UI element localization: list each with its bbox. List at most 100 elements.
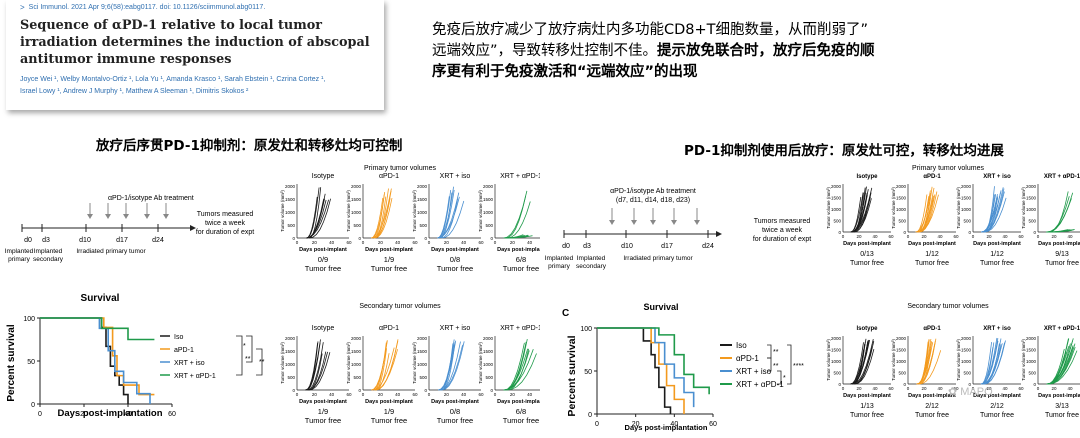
y-tick-label: 0 <box>358 236 361 241</box>
growth-curve <box>506 353 537 391</box>
svg-text:secondary: secondary <box>33 256 64 263</box>
summary-note: 免疫后放疗减少了放疗病灶内多功能CD8+T细胞数量，从而削弱了” 远端效应”，导… <box>432 20 1072 83</box>
growth-curve <box>918 338 937 385</box>
panel-xlabel: Days post-implant <box>497 399 540 405</box>
tumor-free-count: 0/8 <box>450 407 460 416</box>
x-tick-label: 0 <box>362 392 365 397</box>
y-tick-label: 1000 <box>483 210 494 215</box>
growth-curve <box>306 341 319 391</box>
y-tick-label: 2000 <box>831 336 842 341</box>
panel-xlabel: Days post-implant <box>843 393 891 399</box>
growth-curve <box>982 338 1002 385</box>
y-tick-label: 0 <box>424 388 427 393</box>
x-tick-label: 60 <box>412 392 418 397</box>
y-tick-label: 1000 <box>896 359 907 364</box>
y-tick-label: 1500 <box>961 196 972 201</box>
growth-curve <box>916 342 934 385</box>
growth-curve <box>441 198 459 239</box>
y-tick-label: 1500 <box>417 349 428 354</box>
svg-text:twice a week: twice a week <box>205 220 246 227</box>
paper-citation-card: > Sci Immunol. 2021 Apr 9;6(58):eabg0117… <box>6 0 384 110</box>
growth-curve <box>916 199 934 233</box>
x-tick-label: 60 <box>168 411 176 418</box>
y-tick-label: 0 <box>1033 382 1036 387</box>
panel-label: Isotype <box>312 325 335 332</box>
x-tick-label: 20 <box>80 411 88 418</box>
y-tick-label: 0 <box>838 382 841 387</box>
growth-curve <box>374 349 398 391</box>
panel-label: αPD-1 <box>379 325 399 332</box>
svg-text:**: ** <box>773 349 779 356</box>
panel-ylabel: Tumor volume (mm³) <box>478 190 483 232</box>
growth-curve <box>981 340 999 385</box>
authors-line-2[interactable]: Israel Lowy ¹, Andrew J Murphy ¹, Matthe… <box>20 88 249 95</box>
y-tick-label: 1500 <box>896 196 907 201</box>
day-label: d17 <box>116 237 128 244</box>
tumor-free-count: 1/9 <box>384 407 394 416</box>
x-tick-label: 0 <box>38 411 42 418</box>
y-tick-label: 500 <box>419 375 427 380</box>
x-tick-label: 20 <box>444 240 450 245</box>
svg-text:d3: d3 <box>583 243 591 250</box>
y-tick-label: 2000 <box>417 184 428 189</box>
x-tick-label: 60 <box>412 240 418 245</box>
svg-text:twice a week: twice a week <box>762 227 803 234</box>
x-tick-label: 0 <box>494 240 497 245</box>
panel-label: XRT + αPD-1 <box>1044 326 1080 332</box>
tumor-free-count: 0/8 <box>450 255 460 264</box>
svg-text:*: * <box>243 343 246 350</box>
x-tick-label: 40 <box>937 386 943 391</box>
y-tick-label: 0 <box>588 412 592 419</box>
authors-line-1[interactable]: Joyce Wei ¹, Welby Montalvo-Ortiz ¹, Lol… <box>20 76 326 83</box>
journal-line: > Sci Immunol. 2021 Apr 9;6(58):eabg0117… <box>20 3 374 12</box>
tumor-free-count: 0/13 <box>860 251 874 258</box>
right-tumor-volume-grids: Primary tumor volumes Isotype 0 500 1000 1500… <box>826 165 1080 419</box>
panel-label: XRT + iso <box>440 325 471 332</box>
panel-xlabel: Days post-implant <box>1038 393 1080 399</box>
x-tick-label: 40 <box>872 386 878 391</box>
svg-text:primary: primary <box>548 263 570 270</box>
x-tick-label: 0 <box>428 392 431 397</box>
y-tick-label: 0 <box>358 388 361 393</box>
y-tick-label: 1000 <box>285 210 296 215</box>
growth-curve <box>853 343 865 385</box>
day-label: d24 <box>152 237 164 244</box>
panel-ylabel: Tumor volume (mm³) <box>826 187 831 229</box>
growth-curve <box>374 198 393 239</box>
y-tick-label: 2000 <box>285 184 296 189</box>
x-tick-label: 0 <box>296 240 299 245</box>
panel-ylabel: Tumor volume (mm³) <box>826 339 831 381</box>
panel-xlabel: Days post-implant <box>299 399 347 405</box>
svg-text:(d7, d11, d14, d18, d23): (d7, d11, d14, d18, d23) <box>616 197 690 204</box>
svg-text:Implanted: Implanted <box>545 255 574 262</box>
y-tick-label: 1000 <box>1026 207 1037 212</box>
y-tick-label: 2000 <box>896 184 907 189</box>
growth-curve <box>305 342 318 391</box>
y-tick-label: 1500 <box>831 196 842 201</box>
x-tick-label: 20 <box>510 392 516 397</box>
y-tick-label: 0 <box>968 382 971 387</box>
tumor-free-count: 1/12 <box>925 251 939 258</box>
survival-series-4 <box>40 317 155 341</box>
tumor-free-label: Tumor free <box>503 416 539 425</box>
x-tick-label: 40 <box>872 234 878 239</box>
irradiated-label: Irradiated primary tumor <box>76 248 146 255</box>
growth-curve <box>853 198 872 233</box>
svg-text:**: ** <box>245 356 251 363</box>
x-tick-label: 20 <box>921 234 927 239</box>
legend-item: Iso <box>174 334 183 341</box>
y-tick-label: 2000 <box>285 336 296 341</box>
svg-text:XRT + iso: XRT + iso <box>736 367 772 376</box>
svg-text:Percent survival: Percent survival <box>566 335 578 416</box>
panel-ylabel: Tumor volume (mm³) <box>478 342 483 384</box>
y-tick-label: 1000 <box>417 210 428 215</box>
y-tick-label: 2000 <box>896 336 907 341</box>
growth-curve <box>984 340 1006 385</box>
x-tick-label: 60 <box>953 234 959 239</box>
legend-item: XRT + iso <box>174 360 205 367</box>
left-survival-chart: Survival Percent survival Days post-impl… <box>6 293 265 419</box>
svg-text:Implanted: Implanted <box>577 255 606 262</box>
growth-curve <box>309 198 331 239</box>
legend-item: XRT + αPD-1 <box>174 373 216 380</box>
y-tick-label: 1500 <box>483 197 494 202</box>
